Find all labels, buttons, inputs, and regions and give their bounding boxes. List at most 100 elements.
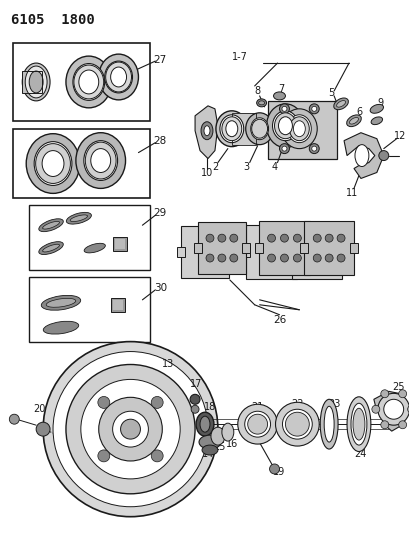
- Bar: [231, 113, 255, 144]
- Ellipse shape: [200, 122, 212, 140]
- Ellipse shape: [319, 399, 337, 449]
- Circle shape: [383, 399, 402, 419]
- Circle shape: [120, 419, 140, 439]
- Polygon shape: [195, 106, 217, 158]
- Bar: [241, 243, 249, 253]
- Ellipse shape: [36, 144, 70, 183]
- Ellipse shape: [378, 151, 388, 160]
- Ellipse shape: [256, 99, 266, 107]
- Circle shape: [66, 365, 195, 494]
- Ellipse shape: [204, 126, 209, 136]
- Ellipse shape: [42, 151, 64, 176]
- Circle shape: [98, 397, 110, 408]
- Ellipse shape: [46, 298, 76, 307]
- Circle shape: [312, 254, 320, 262]
- Bar: [13, 43, 150, 121]
- Bar: [29, 277, 150, 342]
- Ellipse shape: [311, 146, 316, 151]
- Circle shape: [336, 234, 344, 242]
- Text: 18: 18: [203, 402, 216, 412]
- Ellipse shape: [278, 117, 292, 135]
- Ellipse shape: [211, 427, 224, 445]
- Bar: [349, 243, 357, 253]
- Ellipse shape: [346, 397, 370, 451]
- Ellipse shape: [281, 146, 286, 151]
- Bar: [267, 101, 336, 158]
- Bar: [292, 225, 341, 279]
- Circle shape: [282, 409, 312, 439]
- Ellipse shape: [25, 66, 47, 98]
- Text: 20: 20: [33, 404, 45, 414]
- Circle shape: [293, 254, 301, 262]
- Circle shape: [247, 414, 267, 434]
- Text: 7: 7: [278, 84, 284, 94]
- Ellipse shape: [34, 142, 72, 185]
- Bar: [241, 247, 249, 257]
- Bar: [300, 243, 308, 253]
- Bar: [306, 243, 313, 253]
- Circle shape: [275, 402, 319, 446]
- Text: 4: 4: [271, 161, 277, 172]
- Ellipse shape: [76, 133, 125, 188]
- Circle shape: [229, 254, 237, 262]
- Polygon shape: [343, 133, 383, 179]
- Text: 17: 17: [189, 379, 202, 390]
- Ellipse shape: [308, 144, 319, 154]
- Bar: [337, 247, 345, 257]
- Ellipse shape: [251, 119, 267, 138]
- Ellipse shape: [289, 117, 308, 141]
- Ellipse shape: [293, 121, 305, 136]
- Ellipse shape: [41, 295, 81, 310]
- Circle shape: [380, 421, 388, 429]
- Circle shape: [398, 421, 406, 429]
- Circle shape: [151, 397, 163, 408]
- Text: 5: 5: [327, 88, 333, 98]
- Ellipse shape: [281, 109, 317, 149]
- Text: 15: 15: [213, 442, 225, 452]
- Polygon shape: [373, 391, 406, 431]
- Text: 2: 2: [211, 161, 218, 172]
- Ellipse shape: [29, 71, 43, 93]
- Bar: [112, 237, 126, 251]
- Text: 13: 13: [162, 359, 174, 369]
- Ellipse shape: [196, 412, 213, 436]
- Ellipse shape: [281, 107, 286, 111]
- Ellipse shape: [272, 111, 298, 141]
- Bar: [293, 247, 301, 257]
- Bar: [303, 221, 353, 275]
- Text: 11: 11: [345, 188, 357, 198]
- Ellipse shape: [279, 104, 289, 114]
- Circle shape: [190, 394, 200, 404]
- Ellipse shape: [225, 121, 237, 136]
- Text: 25: 25: [391, 382, 404, 392]
- Ellipse shape: [79, 70, 99, 94]
- Ellipse shape: [258, 101, 264, 105]
- Circle shape: [312, 234, 320, 242]
- Circle shape: [285, 412, 308, 436]
- Text: 1-7: 1-7: [231, 52, 247, 62]
- Circle shape: [244, 411, 270, 437]
- Ellipse shape: [308, 104, 319, 114]
- Ellipse shape: [333, 98, 348, 110]
- Ellipse shape: [324, 406, 333, 442]
- Ellipse shape: [39, 241, 63, 255]
- Ellipse shape: [216, 111, 247, 147]
- Text: 14: 14: [201, 449, 213, 459]
- Bar: [115, 239, 124, 249]
- Circle shape: [191, 405, 198, 413]
- Circle shape: [53, 352, 207, 507]
- Bar: [258, 221, 310, 275]
- Ellipse shape: [219, 115, 243, 143]
- Bar: [112, 300, 122, 310]
- Circle shape: [267, 254, 275, 262]
- Ellipse shape: [85, 142, 116, 179]
- Ellipse shape: [198, 435, 220, 449]
- Ellipse shape: [66, 212, 91, 224]
- Bar: [224, 247, 232, 257]
- Ellipse shape: [279, 144, 289, 154]
- Circle shape: [398, 390, 406, 398]
- Ellipse shape: [370, 117, 382, 125]
- Bar: [245, 225, 297, 279]
- Circle shape: [377, 393, 409, 425]
- Text: 12: 12: [393, 131, 405, 141]
